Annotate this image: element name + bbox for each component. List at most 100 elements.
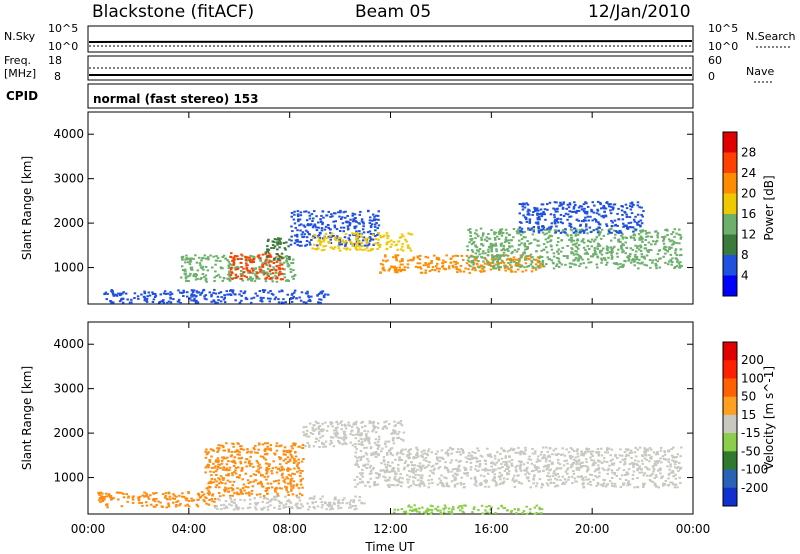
data-cell: [599, 483, 603, 486]
data-cell: [246, 448, 249, 451]
data-cell: [341, 216, 344, 219]
data-cell: [514, 468, 518, 471]
data-cell: [526, 265, 529, 268]
data-cell: [608, 231, 612, 234]
data-cell: [198, 262, 202, 265]
data-cell: [305, 219, 309, 222]
data-cell: [372, 422, 375, 425]
data-cell: [424, 271, 427, 274]
data-cell: [530, 261, 534, 264]
data-cell: [511, 250, 514, 253]
data-cell: [625, 473, 628, 476]
data-cell: [340, 218, 343, 220]
data-cell: [552, 252, 556, 255]
data-cell: [121, 297, 124, 300]
data-cell: [334, 220, 337, 223]
data-cell: [231, 442, 234, 445]
data-cell: [178, 494, 181, 497]
data-cell: [255, 277, 258, 280]
data-cell: [493, 233, 496, 236]
data-cell: [394, 254, 397, 257]
data-cell: [582, 210, 586, 213]
data-cell: [238, 293, 241, 296]
data-cell: [520, 460, 523, 463]
data-cell: [251, 260, 254, 263]
data-cell: [311, 236, 314, 239]
data-cell: [325, 429, 329, 432]
data-cell: [645, 254, 649, 257]
data-cell: [264, 280, 268, 283]
data-cell: [489, 454, 492, 457]
data-cell: [491, 261, 495, 264]
data-cell: [524, 255, 528, 258]
data-cell: [543, 454, 546, 456]
data-cell: [521, 512, 524, 514]
data-cell: [517, 451, 520, 454]
data-cell: [266, 250, 269, 253]
data-cell: [439, 482, 442, 485]
data-cell: [378, 438, 381, 441]
data-cell: [532, 258, 536, 261]
data-cell: [485, 505, 488, 508]
data-cell: [361, 248, 364, 251]
data-cell: [455, 451, 459, 454]
data-cell: [189, 259, 193, 262]
data-cell: [348, 506, 351, 509]
data-cell: [511, 464, 514, 467]
data-cell: [324, 225, 328, 228]
data-cell: [425, 264, 428, 267]
data-cell: [296, 210, 300, 213]
data-cell: [408, 233, 412, 236]
data-cell: [637, 233, 641, 236]
data-cell: [514, 258, 518, 261]
data-cell: [342, 211, 345, 214]
data-cell: [188, 257, 191, 260]
data-cell: [298, 296, 301, 299]
data-cell: [534, 266, 537, 269]
data-cell: [504, 236, 508, 239]
data-cell: [638, 262, 641, 265]
data-cell: [513, 508, 516, 511]
data-cell: [547, 484, 550, 487]
data-cell: [569, 457, 573, 460]
colorbar-segment: [723, 433, 737, 452]
data-cell: [537, 215, 541, 218]
data-cell: [145, 297, 149, 300]
data-cell: [333, 429, 336, 432]
data-cell: [355, 245, 359, 248]
data-cell: [155, 497, 158, 500]
data-cell: [393, 508, 396, 511]
data-cell: [182, 289, 185, 292]
data-cell: [377, 476, 380, 479]
data-cell: [612, 462, 616, 465]
data-cell: [593, 470, 597, 473]
data-cell: [671, 239, 674, 242]
data-cell: [449, 257, 452, 260]
data-cell: [297, 458, 300, 461]
data-cell: [287, 506, 291, 508]
data-cell: [429, 512, 433, 515]
data-cell: [416, 266, 420, 269]
data-cell: [344, 424, 347, 427]
data-cell: [465, 254, 469, 257]
data-cell: [399, 452, 402, 455]
data-cell: [503, 265, 506, 268]
data-cell: [447, 454, 450, 457]
data-cell: [630, 236, 633, 239]
data-cell: [252, 296, 256, 299]
data-cell: [571, 482, 574, 484]
data-cell: [347, 237, 350, 240]
data-cell: [420, 468, 423, 470]
data-cell: [211, 500, 214, 503]
data-cell: [507, 470, 511, 473]
data-cell: [404, 448, 407, 451]
data-cell: [561, 447, 564, 450]
data-cell: [566, 472, 569, 475]
data-cell: [556, 221, 560, 224]
data-cell: [99, 491, 102, 494]
data-cell: [518, 258, 521, 261]
data-cell: [301, 446, 304, 449]
data-cell: [535, 460, 539, 463]
